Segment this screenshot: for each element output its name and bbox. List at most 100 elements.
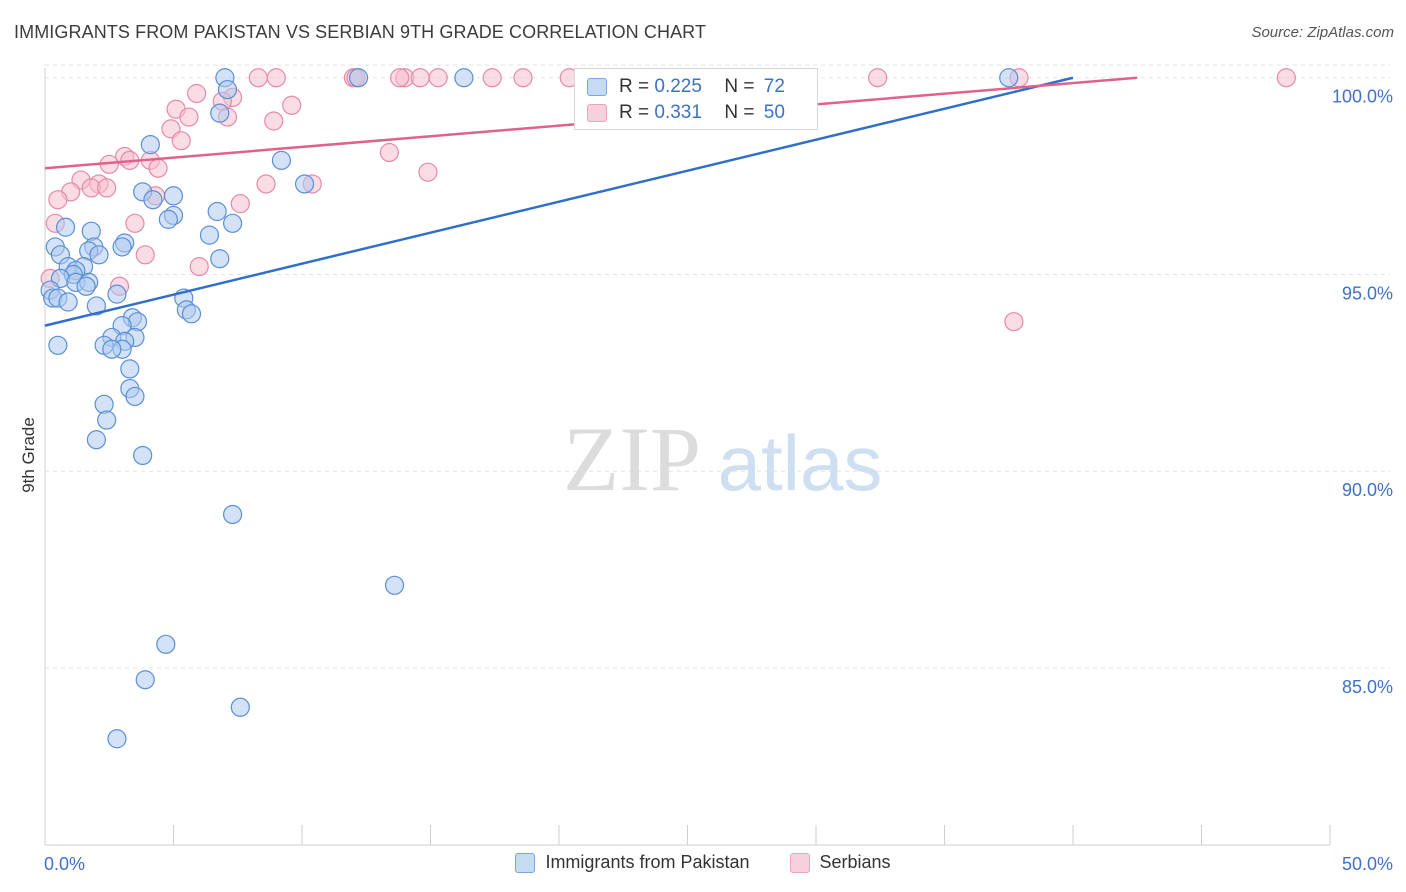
r-value: 0.225 (654, 76, 702, 97)
point-pakistan[interactable] (107, 284, 127, 304)
legend-item-serbians[interactable]: Serbians (789, 852, 891, 873)
point-serbians[interactable] (125, 213, 145, 233)
point-pakistan[interactable] (58, 292, 78, 312)
point-pakistan[interactable] (140, 135, 160, 155)
point-pakistan[interactable] (230, 697, 250, 717)
point-pakistan[interactable] (210, 249, 230, 269)
point-serbians[interactable] (379, 142, 399, 163)
point-serbians[interactable] (187, 83, 207, 104)
point-pakistan[interactable] (143, 190, 163, 210)
stats-row-pakistan: R = 0.225 N = 72 (587, 76, 785, 98)
x-tick-label-min: 0.0% (44, 854, 85, 874)
point-serbians[interactable] (48, 190, 68, 210)
point-pakistan[interactable] (133, 445, 153, 466)
point-serbians[interactable] (256, 174, 276, 194)
point-serbians[interactable] (1004, 312, 1024, 332)
n-label: N = (724, 76, 760, 97)
n-value: 72 (763, 76, 785, 97)
point-pakistan[interactable] (89, 245, 109, 265)
point-serbians[interactable] (171, 131, 191, 151)
point-pakistan[interactable] (181, 304, 202, 324)
y-tick-label: 100.0% (1332, 87, 1393, 107)
point-pakistan[interactable] (348, 68, 369, 88)
legend-label-pakistan: Immigrants from Pakistan (545, 852, 750, 872)
point-serbians[interactable] (390, 68, 410, 88)
point-pakistan[interactable] (55, 217, 76, 237)
point-serbians[interactable] (282, 95, 302, 115)
point-pakistan[interactable] (120, 359, 140, 379)
point-pakistan[interactable] (207, 201, 227, 222)
point-pakistan[interactable] (223, 504, 243, 525)
legend-swatch-blue (515, 852, 536, 873)
point-pakistan[interactable] (158, 209, 178, 229)
point-pakistan[interactable] (86, 430, 107, 450)
n-value: 50 (763, 102, 785, 123)
point-serbians[interactable] (266, 68, 286, 88)
n-label: N = (724, 102, 760, 123)
legend-item-pakistan[interactable]: Immigrants from Pakistan (515, 852, 750, 873)
point-serbians[interactable] (179, 107, 199, 127)
point-serbians[interactable] (418, 162, 438, 182)
series-legend: Immigrants from Pakistan Serbians (0, 852, 1406, 873)
point-pakistan[interactable] (81, 221, 101, 241)
watermark-zip: ZIP (563, 408, 701, 510)
stats-legend: R = 0.225 N = 72 R = 0.331 N = 50 (574, 68, 818, 130)
point-serbians[interactable] (248, 68, 268, 88)
chart-title: IMMIGRANTS FROM PAKISTAN VS SERBIAN 9TH … (14, 22, 707, 42)
legend-swatch-pink (789, 852, 810, 873)
point-serbians[interactable] (264, 111, 284, 131)
watermark-atlas: atlas (718, 419, 883, 507)
y-axis-label: 9th Grade (19, 417, 38, 493)
point-pakistan[interactable] (199, 225, 220, 245)
point-pakistan[interactable] (97, 410, 117, 430)
point-serbians[interactable] (148, 158, 168, 178)
data-points (40, 68, 1296, 749)
r-label: R = (619, 102, 655, 123)
point-pakistan[interactable] (223, 213, 243, 233)
point-pakistan[interactable] (125, 386, 145, 407)
legend-swatch-pink (587, 104, 607, 122)
point-serbians[interactable] (1276, 68, 1296, 88)
axes (44, 68, 1331, 846)
point-serbians[interactable] (135, 245, 155, 265)
y-tick-label: 95.0% (1342, 283, 1393, 303)
legend-swatch-blue (587, 78, 607, 96)
y-tick-label: 85.0% (1342, 677, 1393, 697)
point-serbians[interactable] (410, 68, 430, 88)
r-value: 0.331 (654, 102, 702, 123)
tick-labels: 85.0% 90.0% 95.0% 100.0% 0.0% 50.0% (44, 87, 1393, 874)
point-serbians[interactable] (513, 68, 533, 88)
point-pakistan[interactable] (210, 103, 230, 123)
source-credit: Source: ZipAtlas.com (1251, 24, 1394, 41)
point-pakistan[interactable] (48, 335, 68, 355)
point-pakistan[interactable] (163, 186, 184, 206)
point-serbians[interactable] (97, 178, 117, 198)
point-pakistan[interactable] (156, 634, 176, 654)
r-label: R = (619, 76, 655, 97)
point-pakistan[interactable] (107, 729, 127, 749)
point-pakistan[interactable] (294, 174, 315, 194)
gridlines (45, 64, 1390, 669)
point-pakistan[interactable] (112, 237, 132, 257)
point-pakistan[interactable] (102, 339, 122, 359)
point-pakistan[interactable] (454, 68, 474, 88)
point-pakistan[interactable] (384, 575, 405, 595)
point-pakistan[interactable] (76, 276, 96, 296)
point-serbians[interactable] (189, 257, 209, 277)
point-pakistan[interactable] (217, 79, 238, 100)
point-pakistan[interactable] (135, 670, 155, 690)
point-pakistan[interactable] (86, 296, 107, 316)
y-tick-label: 90.0% (1342, 480, 1393, 500)
stats-row-serbians: R = 0.331 N = 50 (587, 102, 785, 124)
trend-line-pakistan (44, 76, 1074, 327)
point-pakistan[interactable] (271, 150, 292, 170)
point-serbians[interactable] (868, 68, 888, 88)
x-tick-label-max: 50.0% (1342, 854, 1393, 874)
point-pakistan[interactable] (94, 394, 114, 414)
point-serbians[interactable] (482, 68, 502, 88)
legend-label-serbians: Serbians (819, 852, 891, 872)
point-serbians[interactable] (230, 194, 250, 214)
point-pakistan[interactable] (999, 68, 1019, 88)
point-serbians[interactable] (428, 68, 448, 88)
